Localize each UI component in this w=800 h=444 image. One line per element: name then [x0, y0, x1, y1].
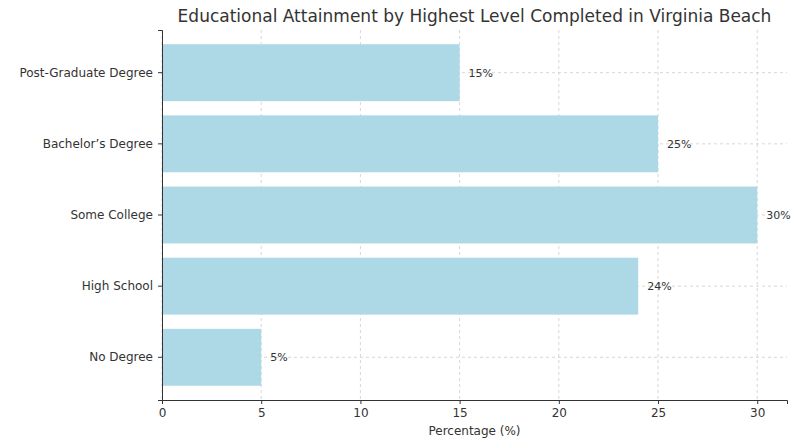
x-tick: 0 — [159, 400, 167, 420]
x-tick-label: 30 — [750, 406, 765, 420]
y-tick-mark — [158, 143, 162, 144]
y-tick-label: Bachelor’s Degree — [43, 137, 153, 151]
data-label: 25% — [667, 138, 691, 151]
x-tick-label: 15 — [452, 406, 467, 420]
data-label: 30% — [766, 209, 790, 222]
grid — [162, 30, 787, 400]
y-tick: Some College — [70, 208, 162, 222]
x-tick-label: 10 — [353, 406, 368, 420]
bar — [162, 44, 460, 101]
x-tick: 5 — [258, 400, 266, 420]
y-tick-mark — [158, 215, 162, 216]
x-tick-label: 0 — [159, 406, 167, 420]
y-axis: No Degree High School Some College Bachelor… — [19, 31, 162, 401]
x-tick-mark — [658, 400, 659, 404]
x-tick: 30 — [750, 400, 765, 420]
x-tick: 15 — [452, 400, 467, 420]
y-tick-label: Some College — [70, 208, 153, 222]
x-tick-mark — [460, 400, 461, 404]
plot-area: 0 5 10 15 20 25 30 No Degree High School Some Col… — [19, 30, 790, 420]
x-tick-label: 25 — [651, 406, 666, 420]
data-label: 24% — [647, 280, 671, 293]
y-tick: Bachelor’s Degree — [43, 137, 162, 151]
y-tick: Post-Graduate Degree — [19, 66, 162, 80]
data-label: 15% — [469, 67, 493, 80]
y-tick: High School — [82, 279, 162, 293]
bars — [162, 44, 757, 386]
x-tick: 10 — [353, 400, 368, 420]
y-tick: No Degree — [89, 350, 162, 364]
bar — [162, 329, 261, 386]
x-tick-mark — [559, 400, 560, 404]
x-tick-mark — [261, 400, 262, 404]
x-tick-mark — [757, 400, 758, 404]
data-labels: 5% 24% 30% 25% 15% — [270, 67, 790, 365]
x-tick-label: 5 — [258, 406, 266, 420]
y-tick-label: No Degree — [89, 350, 153, 364]
y-tick-label: Post-Graduate Degree — [19, 66, 153, 80]
y-axis-line — [158, 31, 163, 401]
chart: 0 5 10 15 20 25 30 No Degree High School Some Col… — [0, 0, 800, 444]
title: Educational Attainment by Highest Level … — [178, 6, 772, 26]
y-tick-mark — [158, 286, 162, 287]
x-tick-mark — [360, 400, 361, 404]
y-tick-label: High School — [82, 279, 153, 293]
data-label: 5% — [270, 351, 287, 364]
x-tick: 25 — [651, 400, 666, 420]
x-axis-line — [163, 401, 788, 405]
x-tick: 20 — [552, 400, 567, 420]
x-axis: 0 5 10 15 20 25 30 — [159, 400, 788, 420]
bar — [162, 258, 638, 315]
x-tick-label: 20 — [552, 406, 567, 420]
y-tick-mark — [158, 72, 162, 73]
bar — [162, 115, 658, 172]
bar — [162, 187, 757, 244]
y-tick-mark — [158, 357, 162, 358]
x-axis-title: Percentage (%) — [428, 424, 520, 438]
